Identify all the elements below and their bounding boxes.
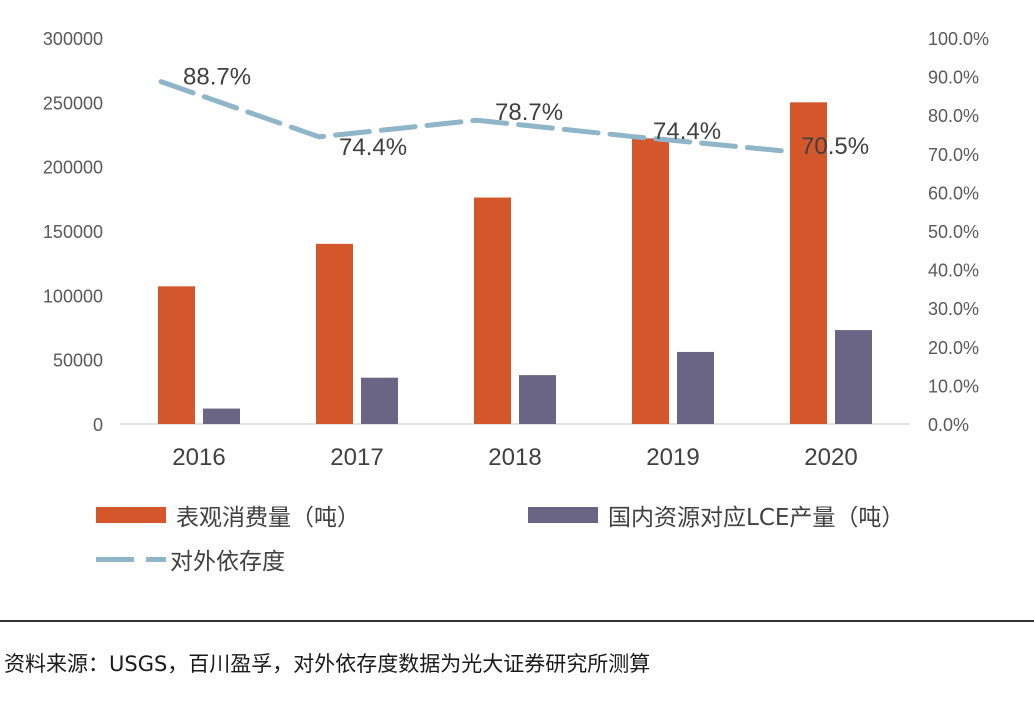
consumption-bar-2016	[158, 286, 195, 424]
domestic-bar-2020	[835, 330, 872, 424]
domestic-bar-2016	[203, 408, 240, 424]
y-tick-label: 250000	[43, 93, 103, 113]
legend-swatch-dependency	[96, 551, 166, 567]
y2-tick-label: 10.0%	[928, 376, 979, 396]
y-tick-label: 300000	[43, 29, 103, 49]
x-tick-label: 2017	[330, 444, 383, 471]
y-tick-label: 0	[93, 415, 103, 435]
source-note: 资料来源：USGS，百川盈孚，对外依存度数据为光大证券研究所测算	[4, 652, 651, 676]
domestic-bar-2017	[361, 377, 398, 424]
y2-tick-label: 50.0%	[928, 222, 979, 242]
x-tick-label: 2016	[172, 444, 225, 471]
y-tick-label: 200000	[43, 158, 103, 178]
dependency-line-series: 88.7% 74.4% 78.7% 74.4% 70.5%	[158, 64, 869, 161]
consumption-bar-2018	[474, 197, 511, 424]
y2-tick-label: 90.0%	[928, 68, 979, 88]
y2-tick-label: 60.0%	[928, 183, 979, 203]
domestic-bar-2018	[519, 375, 556, 424]
x-axis-ticks: 2016 2017 2018 2019 2020	[172, 444, 857, 471]
domestic-bar-2019	[677, 351, 714, 424]
dependency-data-label: 70.5%	[801, 133, 869, 160]
y2-tick-label: 0.0%	[928, 415, 969, 435]
x-tick-label: 2020	[804, 444, 857, 471]
y2-tick-label: 40.0%	[928, 261, 979, 281]
consumption-bar-2017	[316, 243, 353, 424]
legend-swatch-domestic	[528, 507, 598, 523]
x-tick-label: 2019	[646, 444, 699, 471]
legend-label-consumption: 表观消费量（吨）	[176, 505, 360, 531]
y2-tick-label: 80.0%	[928, 106, 979, 126]
legend-label-dependency: 对外依存度	[170, 549, 285, 575]
consumption-bar-2019	[632, 138, 669, 425]
y2-tick-label: 70.0%	[928, 145, 979, 165]
legend-item-dependency: 对外依存度	[96, 542, 285, 576]
dependency-data-label: 74.4%	[339, 134, 407, 161]
x-tick-label: 2018	[488, 444, 541, 471]
legend-item-domestic: 国内资源对应LCE产量（吨）	[528, 498, 904, 532]
divider-line	[0, 620, 1034, 622]
y2-tick-label: 20.0%	[928, 338, 979, 358]
y-tick-label: 150000	[43, 222, 103, 242]
dependency-data-label: 78.7%	[495, 99, 563, 126]
legend-swatch-consumption	[96, 507, 166, 523]
left-axis-ticks: 0 50000 100000 150000 200000 250000 300000	[43, 29, 103, 435]
y2-tick-label: 30.0%	[928, 299, 979, 319]
right-axis-ticks: 0.0% 10.0% 20.0% 30.0% 40.0% 50.0% 60.0% 70.0% 8…	[928, 29, 989, 435]
y-tick-label: 50000	[53, 351, 103, 371]
dependency-data-label: 88.7%	[183, 64, 251, 91]
y-tick-label: 100000	[43, 286, 103, 306]
combo-chart: 0 50000 100000 150000 200000 250000 300000 0.0…	[43, 29, 989, 471]
legend-item-consumption: 表观消费量（吨）	[96, 498, 360, 532]
bar-series	[158, 102, 872, 425]
consumption-bar-2020	[790, 102, 827, 424]
dependency-data-label: 74.4%	[653, 118, 721, 145]
dependency-line	[158, 79, 796, 155]
y2-tick-label: 100.0%	[928, 29, 989, 49]
legend-label-domestic: 国内资源对应LCE产量（吨）	[608, 505, 905, 531]
